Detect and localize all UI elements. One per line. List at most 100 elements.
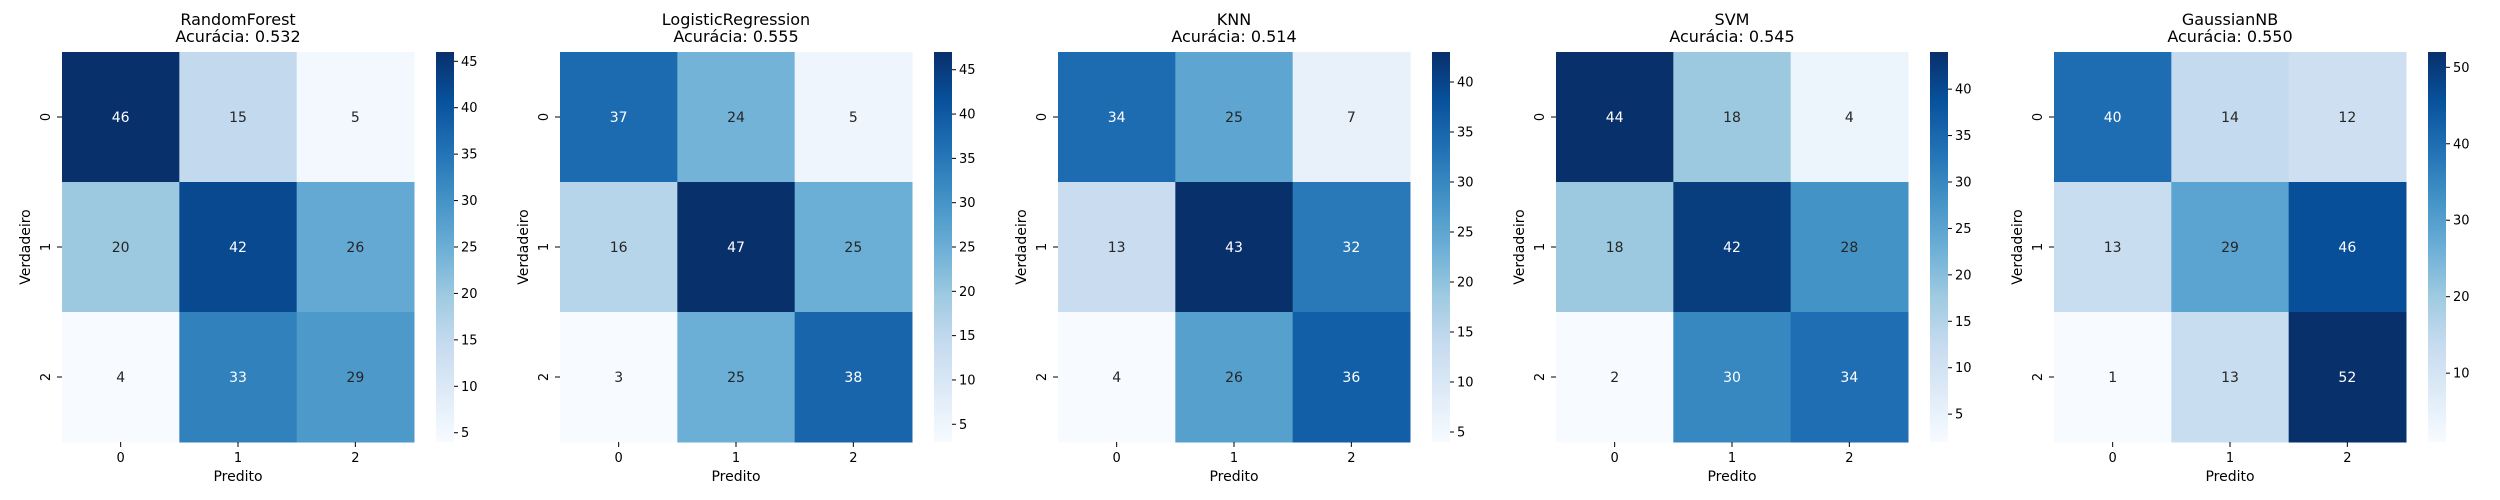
x-axis-label: Predito: [1707, 469, 1756, 485]
x-tick-label: 2: [2343, 451, 2351, 466]
cell-value-label: 34: [1108, 110, 1126, 126]
colorbar-tick-label: 25: [959, 241, 976, 256]
heatmap-cell: [1292, 52, 1411, 183]
cell-value-label: 3: [614, 370, 623, 386]
cell-value-label: 26: [1225, 370, 1243, 386]
colorbar-tick-label: 15: [1457, 326, 1474, 341]
heatmap-cell: [794, 312, 913, 443]
cell-value-label: 29: [2221, 240, 2239, 256]
x-tick-label: 0: [2109, 451, 2117, 466]
heatmap-cell: [1175, 312, 1294, 443]
heatmap-cell: [560, 312, 678, 443]
x-axis-label: Predito: [2205, 469, 2254, 485]
y-tick-label: 0: [1035, 113, 1050, 121]
cell-value-label: 46: [2338, 240, 2356, 256]
cell-value-label: 14: [2221, 110, 2239, 126]
y-tick-label: 1: [2031, 243, 2046, 251]
colorbar-tick-label: 10: [461, 380, 478, 395]
colorbar-tick-label: 30: [2453, 214, 2470, 229]
colorbar-tick-label: 30: [959, 196, 976, 211]
colorbar-tick-label: 15: [959, 329, 976, 344]
x-tick-label: 1: [234, 451, 242, 466]
heatmap-cell: [677, 312, 796, 443]
cell-value-label: 13: [2221, 370, 2239, 386]
heatmap-cell: [2171, 52, 2290, 183]
x-tick-label: 0: [117, 451, 125, 466]
cell-value-label: 4: [1112, 370, 1121, 386]
heatmap-cell: [2054, 52, 2172, 183]
colorbar-tick-label: 35: [1457, 126, 1474, 141]
cell-value-label: 42: [1723, 240, 1741, 256]
y-tick-label: 1: [1035, 243, 1050, 251]
colorbar-tick-label: 20: [2453, 290, 2470, 305]
colorbar-tick-label: 50: [2453, 61, 2470, 76]
heatmap-cell: [2288, 52, 2407, 183]
x-tick-label: 1: [2226, 451, 2234, 466]
cell-value-label: 25: [844, 240, 862, 256]
heatmap-cell: [1175, 52, 1294, 183]
heatmap-cell: [560, 52, 678, 183]
colorbar-tick-label: 40: [2453, 137, 2470, 152]
colorbar-tick-label: 40: [1457, 76, 1474, 91]
x-tick-label: 0: [615, 451, 623, 466]
heatmap-cell: [794, 52, 913, 183]
y-tick-label: 2: [1035, 373, 1050, 381]
panel-subtitle: Acurácia: 0.545: [1669, 27, 1794, 46]
cell-value-label: 13: [1108, 240, 1126, 256]
cell-value-label: 26: [346, 240, 364, 256]
heatmap-cell: [794, 182, 913, 313]
colorbar-tick-label: 15: [461, 333, 478, 348]
y-tick-label: 1: [39, 243, 54, 251]
y-tick-label: 1: [537, 243, 552, 251]
x-tick-label: 2: [351, 451, 359, 466]
colorbar-tick-label: 25: [1955, 222, 1972, 237]
colorbar-tick-label: 20: [959, 285, 976, 300]
cell-value-label: 4: [116, 370, 125, 386]
colorbar-tick-label: 35: [959, 152, 976, 167]
y-tick-label: 0: [1533, 113, 1548, 121]
colorbar-tick-label: 45: [461, 55, 478, 70]
colorbar-tick-label: 30: [1457, 176, 1474, 191]
cell-value-label: 43: [1225, 240, 1243, 256]
cell-value-label: 4: [1845, 110, 1854, 126]
colorbar-tick-label: 20: [1955, 268, 1972, 283]
heatmap-cell: [2054, 182, 2172, 313]
colorbar-tick-label: 10: [1457, 376, 1474, 391]
cell-value-label: 52: [2338, 370, 2356, 386]
y-tick-label: 2: [39, 373, 54, 381]
y-axis-label: Verdadeiro: [1014, 209, 1030, 284]
colorbar-tick-label: 20: [461, 287, 478, 302]
x-axis-label: Predito: [711, 469, 760, 485]
heatmap-cell: [677, 52, 796, 183]
panel-subtitle: Acurácia: 0.555: [673, 27, 798, 46]
cell-value-label: 25: [727, 370, 745, 386]
y-axis-label: Verdadeiro: [18, 209, 34, 284]
cell-value-label: 44: [1606, 110, 1624, 126]
colorbar-tick-label: 10: [959, 373, 976, 388]
colorbar: [1930, 52, 1948, 442]
colorbar-tick-label: 25: [1457, 226, 1474, 241]
y-tick-label: 0: [537, 113, 552, 121]
colorbar: [436, 52, 454, 442]
panel-title: GaussianNB: [2182, 10, 2278, 29]
cell-value-label: 28: [1840, 240, 1858, 256]
heatmap-cell: [1292, 312, 1411, 443]
colorbar-tick-label: 35: [461, 148, 478, 163]
cell-value-label: 2: [1610, 370, 1619, 386]
y-tick-label: 2: [2031, 373, 2046, 381]
colorbar-tick-label: 40: [959, 108, 976, 123]
colorbar-tick-label: 5: [1457, 426, 1465, 441]
heatmap-cell: [62, 52, 180, 183]
heatmap-cell: [1790, 52, 1909, 183]
cell-value-label: 20: [112, 240, 130, 256]
cell-value-label: 18: [1723, 110, 1741, 126]
heatmap-cell: [62, 312, 180, 443]
cell-value-label: 46: [112, 110, 130, 126]
cell-value-label: 38: [844, 370, 862, 386]
heatmap-cell: [2054, 312, 2172, 443]
cell-value-label: 7: [1347, 110, 1356, 126]
cell-value-label: 34: [1840, 370, 1858, 386]
